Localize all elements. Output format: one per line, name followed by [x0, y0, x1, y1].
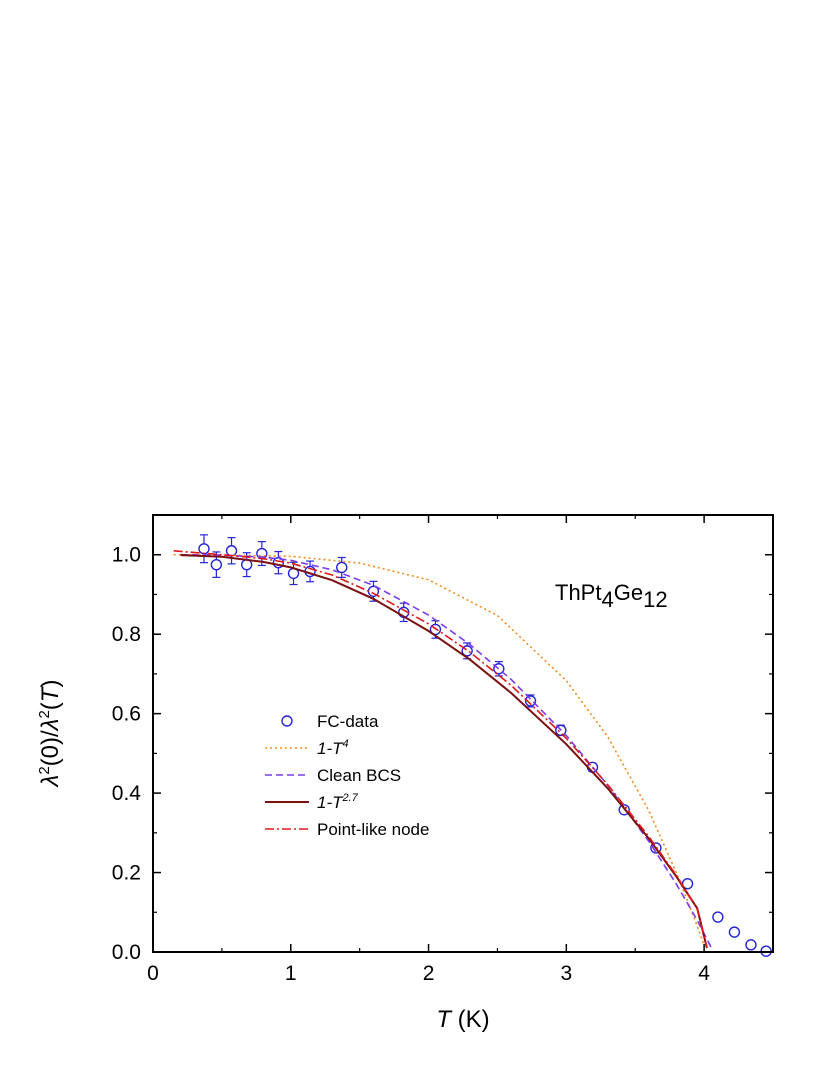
data-point [712, 911, 724, 923]
legend-label-1-t-4: 1-T4 [317, 738, 349, 758]
legend-label-clean-bcs: Clean BCS [317, 766, 401, 785]
legend-label-fc-data: FC-data [317, 712, 379, 731]
y-axis-label: λ2(0)/λ2(T) [36, 680, 64, 789]
data-point [524, 695, 537, 707]
data-point [198, 543, 210, 555]
x-axis-label: T (K) [436, 1006, 489, 1033]
y-tick-label: 0.2 [112, 862, 141, 885]
data-point [225, 545, 238, 557]
series-line-1-t-2-7 [180, 554, 708, 949]
axis-ticks [152, 514, 773, 953]
legend-label-point-like-node: Point-like node [317, 820, 429, 839]
data-point [336, 561, 348, 574]
y-tick-label: 0.4 [112, 782, 142, 805]
data-point [728, 926, 741, 938]
series-line-point-like-node [173, 550, 708, 948]
x-tick-label: 3 [560, 962, 572, 985]
x-tick-label: 2 [423, 962, 435, 985]
x-tick-label: 0 [147, 962, 159, 985]
plot-frame [152, 514, 774, 953]
data-point [681, 877, 694, 890]
data-point [745, 939, 757, 951]
tick-labels: 0 1 2 3 4 0.0 0.2 0.4 0.6 0.8 1.0 [112, 544, 710, 985]
x-tick-label: 4 [698, 962, 710, 985]
legend: FC-data 1-T4 Clean BCS 1-T2.7 Point-like nod… [265, 712, 429, 839]
series-line-1-t-4 [173, 553, 705, 946]
series-layer [173, 534, 772, 957]
legend-label-1-t-2-7: 1-T2.7 [317, 792, 359, 812]
y-tick-label: 1.0 [112, 544, 141, 567]
data-point [210, 558, 223, 571]
y-tick-label: 0.0 [112, 941, 141, 964]
y-tick-label: 0.6 [112, 703, 141, 726]
compound-annotation: ThPt4Ge12 [555, 580, 668, 612]
series-line-clean-bcs [180, 553, 712, 948]
legend-swatch-fc-data [281, 715, 293, 727]
y-tick-label: 0.8 [112, 623, 141, 646]
x-tick-label: 1 [285, 962, 297, 985]
